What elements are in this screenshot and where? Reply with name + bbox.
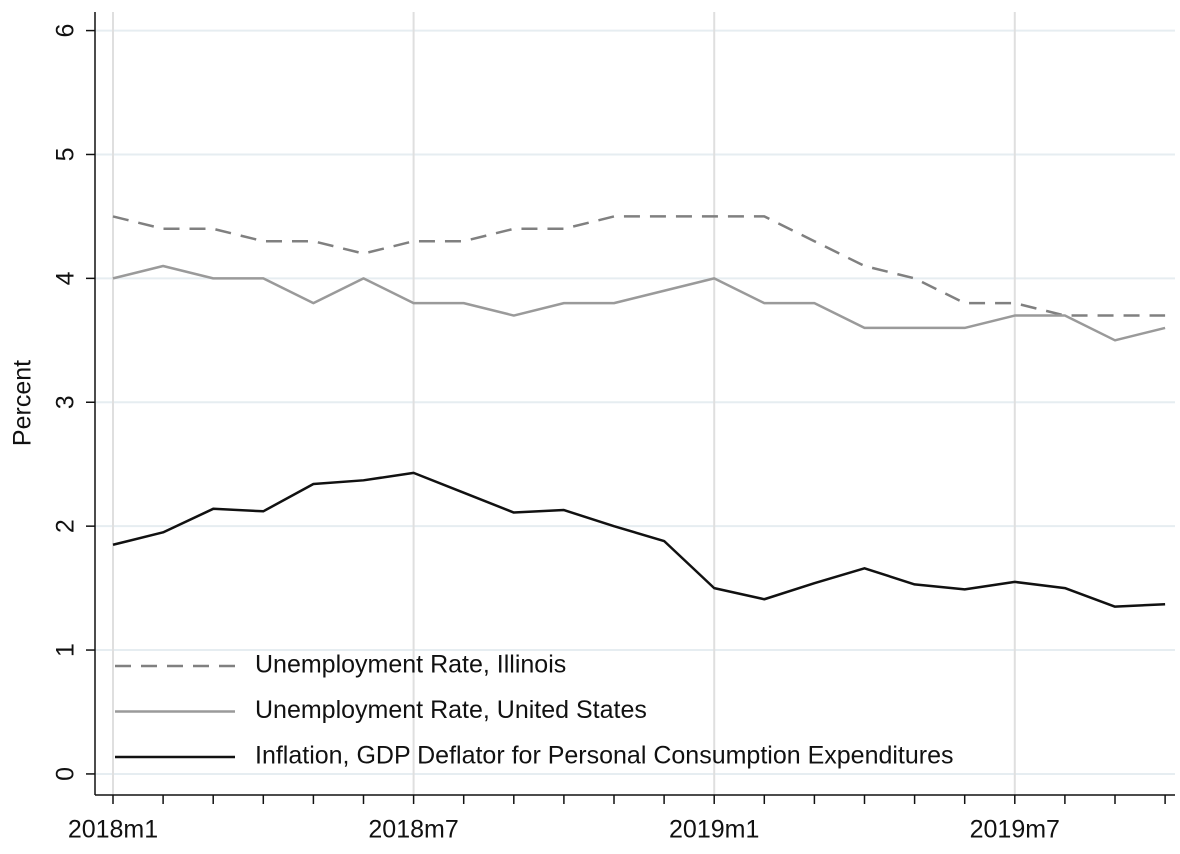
y-axis-label: Percent <box>9 360 37 446</box>
y-tick-label: 4 <box>52 271 80 285</box>
x-tick-label: 2018m1 <box>68 816 158 844</box>
y-tick-label: 5 <box>52 148 80 162</box>
x-tick-label: 2018m7 <box>368 816 458 844</box>
y-tick-label: 0 <box>52 767 80 781</box>
x-tick-label: 2019m1 <box>669 816 759 844</box>
legend-label: Unemployment Rate, Illinois <box>255 651 566 679</box>
series-line <box>112 264 1166 342</box>
series-line <box>112 471 1166 608</box>
legend-label: Unemployment Rate, United States <box>255 696 647 724</box>
y-tick-label: 6 <box>52 24 80 38</box>
series-line <box>112 215 1166 317</box>
y-tick-label: 1 <box>52 643 80 657</box>
y-tick-label: 3 <box>52 395 80 409</box>
legend-label: Inflation, GDP Deflator for Personal Con… <box>255 742 954 770</box>
x-tick-label: 2019m7 <box>970 816 1060 844</box>
y-tick-label: 2 <box>52 519 80 533</box>
